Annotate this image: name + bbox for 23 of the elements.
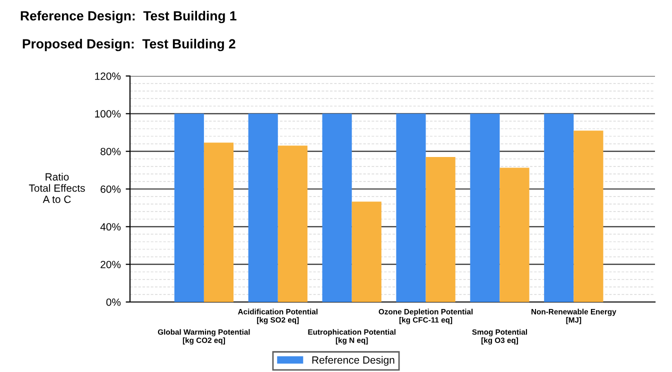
y-tick-label: 0%	[106, 298, 121, 306]
legend-label: Reference Design	[312, 356, 394, 366]
bar	[322, 114, 352, 302]
y-axis-title: Ratio Total Effects A to C	[28, 172, 85, 204]
chart-subtitle: Proposed Design: Test Building 2	[22, 38, 236, 52]
bar	[174, 114, 204, 302]
y-tick-label: 60%	[100, 186, 121, 193]
bar	[278, 146, 308, 302]
bar	[352, 202, 382, 302]
bar	[544, 114, 574, 302]
bar	[500, 168, 530, 302]
y-tick-label: 80%	[100, 148, 121, 156]
bar	[574, 130, 604, 302]
bar	[426, 156, 456, 302]
bar	[248, 114, 278, 302]
bar	[396, 114, 426, 302]
y-tick-label: 40%	[100, 223, 121, 231]
y-tick-label: 20%	[100, 260, 121, 268]
y-tick-label: 120%	[95, 72, 121, 80]
bar	[204, 142, 234, 302]
chart-title: Reference Design: Test Building 1	[20, 10, 236, 24]
y-tick-label: 100%	[95, 110, 121, 118]
bar	[470, 114, 500, 302]
